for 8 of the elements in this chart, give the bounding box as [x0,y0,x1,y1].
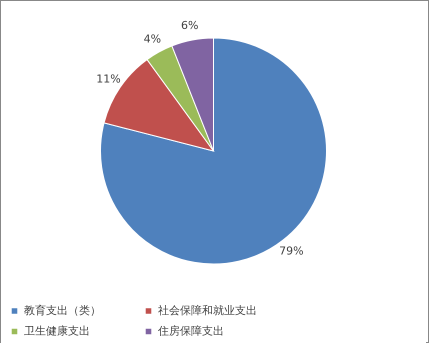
legend-label: 教育支出（类） [24,304,101,317]
data-label: 79% [279,244,304,258]
legend-label: 卫生健康支出 [24,324,90,338]
legend-label: 社会保障和就业支出 [158,304,257,317]
data-label: 6% [180,19,198,32]
legend-label: 住房保障支出 [158,324,224,338]
data-label: 11% [96,72,121,86]
data-label: 4% [144,32,162,46]
